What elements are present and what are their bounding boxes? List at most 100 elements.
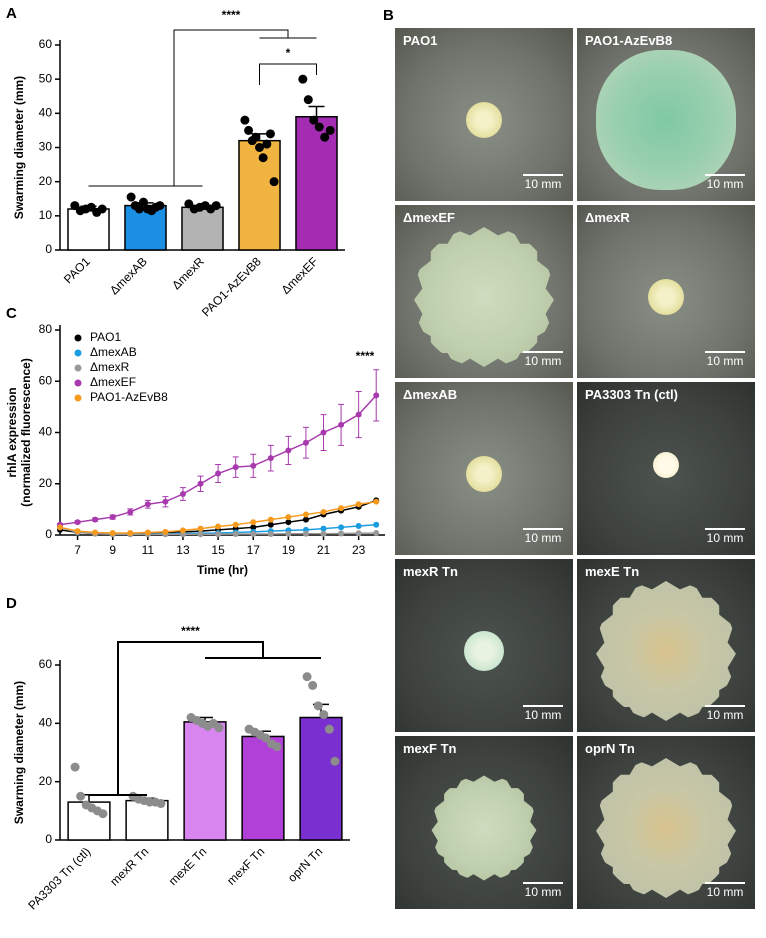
data-point [309,115,319,125]
data-point [320,525,327,532]
data-point [319,710,329,720]
colony [648,279,684,315]
y-tick-label: 20 [39,476,53,490]
data-point [250,524,257,531]
data-point [97,204,107,214]
bar [183,721,227,841]
photo: mexE Tn 10 mm [577,559,755,732]
data-point [302,439,309,446]
data-point [179,527,186,534]
data-point [320,508,327,515]
data-point [197,480,204,487]
data-point [197,531,204,538]
scale-text: 10 mm [706,708,744,722]
data-point [162,498,169,505]
data-point [314,122,324,132]
photo: ΔmexR 10 mm [577,205,755,378]
data-point [338,421,345,428]
legend-marker [74,334,82,342]
photo: mexF Tn 10 mm [395,736,573,909]
data-point [126,192,136,202]
scale-text: 10 mm [706,531,744,545]
data-point [250,462,257,469]
photo: PA3303 Tn (ctl) 10 mm [577,382,755,555]
x-tick-label: 13 [176,543,190,557]
significance: * [286,46,291,60]
y-axis-label: Swarming diameter (mm) [12,76,26,219]
bar [241,735,285,841]
scale-bar: 10 mm [523,882,563,899]
data-point [76,791,86,801]
scale-text: 10 mm [706,885,744,899]
series-line [59,394,377,526]
legend-marker [74,379,82,387]
data-point [109,529,116,536]
x-tick-label: 11 [142,543,155,557]
significance: **** [181,624,200,638]
scale-bar: 10 mm [523,705,563,722]
data-point [232,521,239,528]
data-point [179,491,186,497]
data-point [373,529,380,536]
significance: **** [356,349,375,363]
colony [596,581,736,721]
legend-label: PAO1-AzEvB8 [90,390,168,404]
data-point [261,733,271,743]
data-point [272,742,282,752]
colony [464,631,504,671]
data-point [144,501,151,508]
data-point [92,516,99,523]
data-point [320,429,327,436]
data-point [109,514,116,521]
scale-bar: 10 mm [705,351,745,368]
data-point [232,530,239,537]
x-tick-label: mexF Tn [224,844,267,887]
bar [299,716,343,841]
data-point [373,521,380,528]
x-tick-label: oprN Tn [285,844,325,884]
legend-label: ΔmexAB [90,345,137,359]
data-point [57,524,63,531]
data-point [265,129,275,139]
photo-label: PA3303 Tn (ctl) [585,387,678,402]
x-tick-label: ΔmexAB [107,254,150,297]
y-axis-label: Swarming diameter (mm) [12,681,26,824]
scale-bar: 10 mm [705,705,745,722]
bar [181,206,224,251]
x-tick-label: 21 [317,543,331,557]
scale-bar: 10 mm [705,882,745,899]
bar [67,208,110,251]
panel-label: A [6,5,17,22]
photo-label: ΔmexAB [403,387,458,402]
scale-text: 10 mm [524,177,562,191]
x-tick-label: mexE Tn [166,844,210,888]
data-point [155,201,165,211]
data-point [74,519,81,526]
data-point [250,519,257,526]
photo-label: oprN Tn [585,741,635,756]
x-tick-label: ΔmexR [169,254,207,292]
data-point [92,529,99,536]
y-tick-label: 0 [45,832,52,846]
data-point [320,530,327,537]
data-point [373,392,380,399]
data-point [330,756,340,766]
x-tick-label: PAO1-AzEvB8 [199,254,264,319]
data-point [262,139,272,149]
data-point [267,530,274,537]
x-tick-label: 15 [211,543,225,557]
data-point [74,528,81,535]
error-bar [308,105,325,117]
data-point [215,531,222,538]
photo: ΔmexAB 10 mm [395,382,573,555]
scale-text: 10 mm [706,354,744,368]
data-point [162,528,169,535]
y-tick-label: 40 [39,106,53,120]
photo-label: ΔmexEF [403,210,455,225]
photo: mexR Tn 10 mm [395,559,573,732]
bracket [89,641,321,796]
x-tick-label: PAO1 [61,254,93,286]
data-point [302,516,309,523]
y-tick-label: 20 [39,774,53,788]
